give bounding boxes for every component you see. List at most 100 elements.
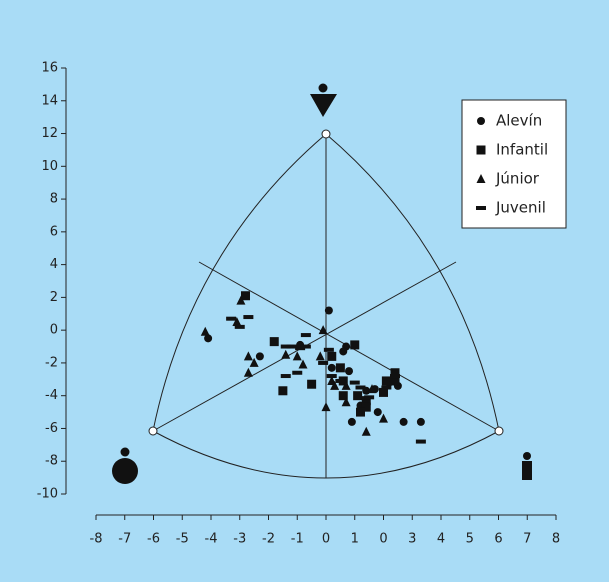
data-point (243, 315, 254, 320)
data-point (278, 386, 288, 396)
data-point (339, 347, 348, 356)
x-tick-label: -3 (233, 532, 246, 547)
data-point (295, 346, 306, 351)
x-tick-label: -4 (205, 532, 218, 547)
data-point (335, 378, 346, 383)
x-tick-label: -5 (176, 532, 189, 547)
x-tick-label: 0 (379, 532, 387, 547)
x-tick-label: -2 (262, 532, 275, 547)
x-tick-label: 3 (408, 532, 416, 547)
data-point (350, 340, 360, 350)
y-tick-label: -4 (45, 388, 58, 403)
data-point (292, 351, 302, 361)
x-tick-label: 8 (552, 532, 560, 547)
y-tick-label: -6 (45, 421, 58, 436)
legend-marker (476, 145, 486, 155)
data-point (318, 325, 328, 335)
y-tick-label: 6 (50, 224, 58, 239)
x-tick-label: 1 (351, 532, 359, 547)
data-point (243, 351, 253, 361)
x-tick-label: -7 (118, 532, 131, 547)
y-tick-label: -8 (45, 454, 58, 469)
data-point (390, 376, 400, 386)
vertex (148, 426, 158, 436)
data-point (236, 295, 246, 305)
data-point (379, 387, 388, 397)
data-point (353, 391, 363, 401)
data-point (415, 439, 426, 444)
data-point (367, 384, 377, 394)
data-point (255, 352, 264, 361)
data-point (300, 344, 311, 349)
x-tick-label: 7 (523, 532, 531, 547)
data-point (307, 379, 317, 389)
legend-label: Juvenil (495, 199, 546, 217)
data-point (298, 359, 308, 369)
data-point (327, 351, 337, 361)
y-tick-label: -2 (45, 355, 58, 370)
right-arc (325, 133, 500, 432)
data-point (300, 333, 311, 338)
data-point (356, 407, 365, 417)
data-point (280, 344, 291, 349)
x-tick-label: 6 (494, 532, 502, 547)
y-tick-label: -10 (37, 487, 58, 502)
y-tick-label: 12 (41, 126, 58, 141)
data-point (323, 347, 334, 352)
icon (522, 461, 532, 480)
data-point (281, 349, 291, 359)
data-point (335, 363, 345, 373)
data-point (292, 370, 303, 375)
vertex (321, 129, 331, 139)
data-point (330, 380, 340, 390)
data-point (324, 306, 333, 315)
icon (310, 94, 337, 117)
data-point (416, 417, 425, 426)
data-point (379, 413, 388, 423)
data-point (234, 324, 245, 329)
data-point (399, 417, 408, 426)
data-point (327, 363, 336, 372)
icon (318, 83, 328, 93)
x-tick-label: 5 (466, 532, 474, 547)
icons (112, 83, 532, 484)
data-point (226, 316, 237, 321)
data-point (249, 357, 259, 367)
x-tick-label: -1 (291, 532, 304, 547)
data-point (341, 397, 351, 407)
data-point (321, 402, 331, 412)
data-point (338, 391, 348, 401)
x-tick-label: 0 (322, 532, 330, 547)
data-point (361, 396, 371, 406)
x-tick-label: 4 (437, 532, 445, 547)
data-point (269, 337, 279, 347)
vertices (148, 129, 504, 436)
data-point (232, 316, 242, 326)
data-point (355, 385, 366, 390)
data-point (241, 291, 250, 301)
data-point (361, 402, 371, 412)
data-point (318, 360, 329, 365)
data-point (381, 376, 391, 386)
legend-label: Júnior (495, 170, 540, 188)
data-point (349, 380, 360, 385)
legend-marker (477, 117, 485, 125)
legend-marker (476, 174, 486, 183)
legend-marker (476, 206, 486, 210)
y-tick-label: 10 (41, 159, 58, 174)
data-point (390, 374, 400, 379)
data-point (361, 426, 371, 436)
data-point (341, 380, 351, 390)
data-point (345, 367, 353, 376)
data-point (315, 351, 325, 361)
x-tick-label: -8 (90, 532, 103, 547)
y-tick-label: 8 (50, 192, 58, 207)
y-tick-label: 2 (50, 290, 58, 305)
data-point (243, 367, 253, 377)
x-tick-label: -6 (147, 532, 160, 547)
data-point (200, 326, 210, 336)
y-tick-label: 4 (50, 257, 58, 272)
data-point (390, 368, 400, 378)
icon (112, 458, 138, 484)
